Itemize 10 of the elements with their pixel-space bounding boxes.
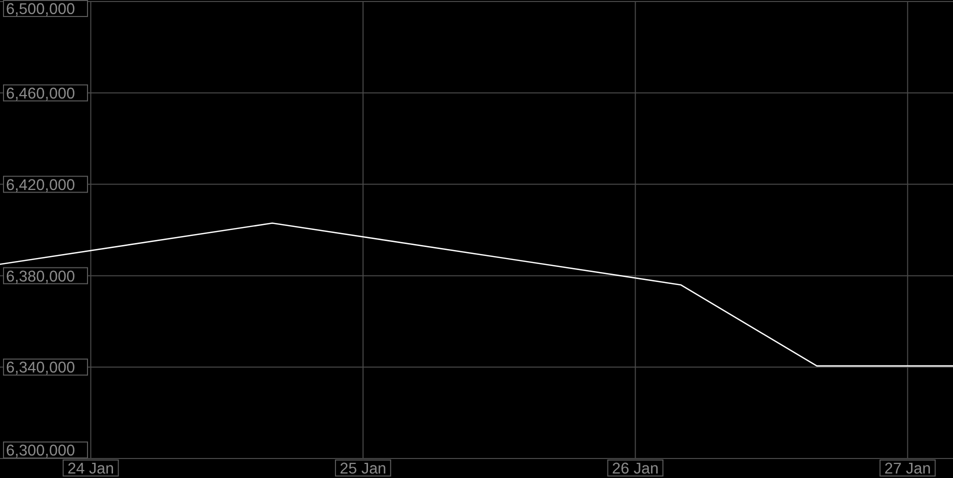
y-tick-label: 6,500,000 xyxy=(6,1,76,18)
x-tick-label: 27 Jan xyxy=(884,460,931,478)
y-tick-label: 6,340,000 xyxy=(6,360,76,377)
x-tick-label: 24 Jan xyxy=(67,460,114,478)
y-tick-label: 6,460,000 xyxy=(6,85,76,102)
y-tick-label: 6,380,000 xyxy=(6,268,76,286)
y-tick-label: 6,420,000 xyxy=(6,176,76,194)
x-tick-label: 25 Jan xyxy=(340,460,386,478)
x-tick-label: 26 Jan xyxy=(612,460,659,478)
y-tick-label: 6,300,000 xyxy=(6,442,76,460)
